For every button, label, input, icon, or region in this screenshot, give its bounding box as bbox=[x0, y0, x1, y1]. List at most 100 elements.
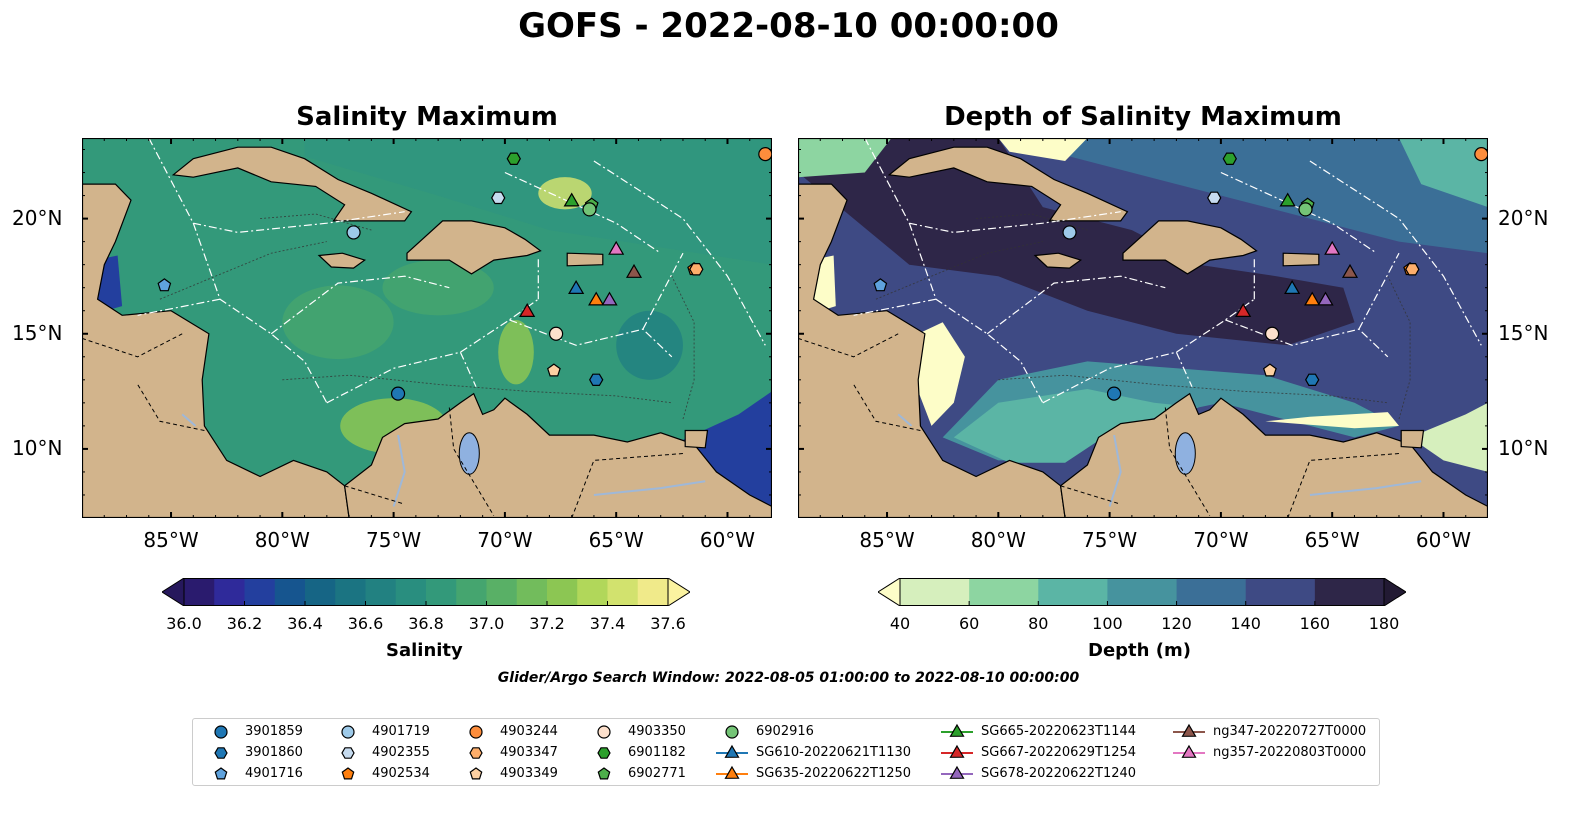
map-marker-SG635-20220622T1250 bbox=[1304, 291, 1321, 306]
map-marker-4903350 bbox=[548, 326, 564, 341]
lon-tick-label: 80°W bbox=[254, 528, 310, 552]
legend-label: 4903244 bbox=[500, 724, 558, 739]
depth-map bbox=[798, 138, 1488, 518]
legend-label: 4903349 bbox=[500, 766, 558, 781]
salinity-colorbar-tick-label: 36.8 bbox=[408, 614, 444, 633]
legend-label: 4903350 bbox=[628, 724, 686, 739]
map-marker-3901860 bbox=[589, 373, 604, 386]
panel-title-depth: Depth of Salinity Maximum bbox=[944, 102, 1342, 132]
lon-tick-label: 60°W bbox=[1415, 528, 1472, 552]
legend-marker-icon bbox=[949, 765, 965, 779]
salinity-colorbar-tick-label: 37.6 bbox=[650, 614, 686, 633]
map-marker-SG667-20220629T1254 bbox=[519, 303, 536, 317]
legend-marker-icon bbox=[469, 725, 483, 739]
legend-label: 4902534 bbox=[372, 766, 430, 781]
legend-label: 6902916 bbox=[756, 724, 814, 739]
salinity-colorbar-tick-label: 37.2 bbox=[529, 614, 565, 633]
salinity-map bbox=[82, 138, 772, 518]
map-marker-SG667-20220629T1254 bbox=[1235, 303, 1252, 317]
depth-colorbar-tick-label: 60 bbox=[958, 614, 980, 633]
map-marker-4901719 bbox=[346, 225, 361, 240]
map-marker-4903244 bbox=[1474, 147, 1488, 162]
figure-title: GOFS - 2022-08-10 00:00:00 bbox=[518, 6, 1059, 46]
map-marker-3901859 bbox=[1106, 386, 1122, 401]
lat-tick-label: 15°N bbox=[12, 320, 63, 345]
legend-marker-icon bbox=[214, 767, 228, 780]
legend-marker-icon bbox=[341, 767, 355, 780]
legend-label: ng357-20220803T0000 bbox=[1213, 745, 1367, 760]
salinity-colorbar-tick-label: 36.0 bbox=[166, 614, 202, 633]
map-marker-4903350 bbox=[1264, 326, 1280, 341]
legend-marker-icon bbox=[1181, 744, 1197, 758]
legend-label: ng347-20220727T0000 bbox=[1213, 724, 1367, 739]
legend-marker-icon bbox=[1181, 723, 1197, 737]
legend-label: SG667-20220629T1254 bbox=[981, 745, 1137, 760]
colorbar-label-salinity: Salinity bbox=[386, 640, 463, 661]
salinity-colorbar-tick-label: 36.4 bbox=[287, 614, 323, 633]
legend: 3901859 3901860 4901716 4901719 4902355 49025… bbox=[192, 718, 1380, 786]
legend-label: SG665-20220623T1144 bbox=[981, 724, 1137, 739]
map-marker-SG665-20220623T1144 bbox=[563, 192, 580, 207]
legend-label: SG678-20220622T1240 bbox=[981, 766, 1137, 781]
map-marker-3901860 bbox=[1305, 373, 1320, 386]
legend-label: 4901716 bbox=[245, 766, 303, 781]
legend-label: 4902355 bbox=[372, 745, 430, 760]
lon-tick-label: 60°W bbox=[699, 528, 756, 552]
map-marker-6902916 bbox=[1298, 202, 1313, 217]
legend-marker-icon bbox=[214, 747, 228, 759]
lon-tick-label: 85°W bbox=[143, 528, 199, 552]
legend-marker-icon bbox=[341, 747, 355, 759]
legend-marker-icon bbox=[214, 725, 228, 739]
map-marker-4901719 bbox=[1062, 225, 1077, 240]
map-marker-4903347 bbox=[1405, 262, 1420, 276]
legend-label: 4903347 bbox=[500, 745, 558, 760]
legend-marker-icon bbox=[469, 767, 483, 780]
map-marker-4901716 bbox=[873, 278, 888, 292]
map-marker-ng347-20220727T0000 bbox=[625, 263, 643, 278]
legend-label: SG610-20220621T1130 bbox=[756, 745, 912, 760]
legend-label: SG635-20220622T1250 bbox=[756, 766, 912, 781]
map-marker-SG678-20220622T1240 bbox=[1317, 291, 1334, 306]
map-marker-6901182 bbox=[506, 152, 521, 165]
map-marker-4903349 bbox=[1262, 363, 1277, 377]
map-marker-4902355 bbox=[491, 191, 506, 205]
map-marker-4902355 bbox=[1207, 191, 1222, 205]
colorbar-label-depth: Depth (m) bbox=[1088, 640, 1191, 661]
lat-tick-label: 20°N bbox=[12, 205, 63, 230]
depth-colorbar-tick-label: 160 bbox=[1299, 614, 1331, 633]
legend-marker-icon bbox=[724, 765, 740, 779]
lat-tick-label: 10°N bbox=[12, 435, 63, 460]
legend-marker-icon bbox=[725, 725, 739, 739]
map-marker-ng357-20220803T0000 bbox=[1324, 240, 1341, 255]
legend-marker-icon bbox=[341, 725, 355, 739]
map-marker-6901182 bbox=[1222, 152, 1237, 165]
legend-marker-icon bbox=[724, 744, 740, 758]
salinity-colorbar-tick-label: 37.0 bbox=[468, 614, 505, 633]
lat-tick-label: 15°N bbox=[1498, 320, 1549, 345]
map-marker-SG678-20220622T1240 bbox=[601, 291, 618, 306]
legend-label: 4901719 bbox=[372, 724, 430, 739]
depth-colorbar bbox=[878, 578, 1406, 606]
map-marker-4903349 bbox=[546, 363, 561, 377]
lon-tick-label: 70°W bbox=[477, 528, 533, 552]
depth-colorbar-tick-label: 80 bbox=[1028, 614, 1049, 633]
depth-colorbar-tick-label: 140 bbox=[1230, 614, 1261, 633]
map-marker-3901859 bbox=[390, 386, 406, 401]
map-marker-ng347-20220727T0000 bbox=[1341, 263, 1359, 278]
map-marker-SG635-20220622T1250 bbox=[588, 291, 605, 306]
legend-label: 3901859 bbox=[245, 724, 303, 739]
map-marker-SG610-20220621T1130 bbox=[1284, 280, 1301, 294]
lat-tick-label: 10°N bbox=[1498, 435, 1549, 460]
map-marker-4903244 bbox=[758, 147, 772, 162]
legend-marker-icon bbox=[949, 723, 965, 737]
depth-colorbar-tick-label: 40 bbox=[889, 614, 911, 633]
map-marker-6902916 bbox=[582, 202, 597, 217]
legend-label: 3901860 bbox=[245, 745, 303, 760]
salinity-colorbar-tick-label: 36.6 bbox=[347, 614, 384, 633]
map-marker-SG665-20220623T1144 bbox=[1279, 192, 1296, 207]
lon-tick-label: 75°W bbox=[1081, 528, 1138, 552]
map-marker-4901716 bbox=[157, 278, 172, 292]
lat-tick-label: 20°N bbox=[1498, 205, 1549, 230]
legend-label: 6901182 bbox=[628, 745, 686, 760]
depth-colorbar-tick-label: 120 bbox=[1161, 614, 1192, 633]
